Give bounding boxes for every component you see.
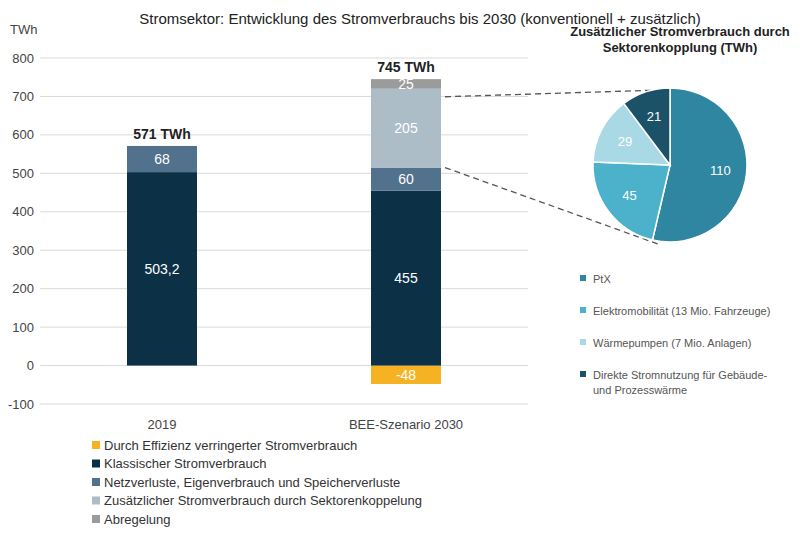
pie-legend: PtX Elektromobilität (13 Mio. Fahrzeuge) W… [580, 273, 770, 396]
data-label: 455 [394, 270, 418, 286]
grid-line [40, 288, 528, 289]
y-axis-label: TWh [10, 22, 37, 37]
grid [40, 58, 528, 404]
data-label: 29 [618, 134, 632, 149]
legend-label: Zusätzlicher Stromverbrauch durch Sektor… [104, 493, 422, 508]
legend-swatch [92, 460, 100, 468]
data-label: -48 [396, 367, 416, 383]
bar-segment [371, 168, 441, 191]
y-tick-label: 400 [12, 204, 34, 219]
data-label: 110 [710, 163, 731, 178]
connector [445, 90, 660, 97]
legend-label: Durch Effizienz verringerter Stromverbra… [104, 438, 357, 453]
y-tick-label: 700 [12, 89, 34, 104]
total-annotation: 745 TWh [377, 59, 435, 75]
data-label: 45 [622, 188, 636, 203]
legend-swatch [92, 441, 100, 449]
x-tick-label: 2019 [148, 417, 177, 432]
legend-label: PtX [593, 273, 611, 285]
y-tick-label: -100 [8, 397, 34, 412]
y-tick-label: 600 [12, 127, 34, 142]
grid-line [40, 173, 528, 174]
x-tick-label: BEE-Szenario 2030 [349, 417, 463, 432]
bar-segment [127, 146, 197, 172]
legend: Durch Effizienz verringerter Stromverbra… [92, 438, 422, 527]
pie-slice [624, 88, 670, 165]
legend-swatch [580, 339, 586, 345]
bar-labels: 503,2 68 -48 455 60 205 25 [144, 76, 417, 383]
bar-segment [371, 191, 441, 366]
data-label: 68 [154, 151, 170, 167]
legend-label: Netzverluste, Eigenverbrauch und Speiche… [104, 475, 400, 490]
legend-label: Wärmepumpen (7 Mio. Anlagen) [593, 337, 751, 349]
y-tick-label: 100 [12, 320, 34, 335]
legend-swatch [92, 515, 100, 523]
y-tick-label: 300 [12, 243, 34, 258]
grid-line [40, 58, 528, 59]
data-label: 205 [394, 120, 418, 136]
y-tick-label: 500 [12, 166, 34, 181]
legend-label: Klassischer Stromverbrauch [104, 456, 267, 471]
bar-segment [371, 366, 441, 384]
pie-slice [593, 162, 670, 240]
data-label: 503,2 [144, 261, 179, 277]
data-label: 60 [398, 171, 414, 187]
legend-swatch [92, 478, 100, 486]
legend-label: Abregelung [104, 512, 171, 527]
legend-swatch [580, 275, 586, 281]
chart-root: Stromsektor: Entwicklung des Stromverbra… [0, 0, 800, 535]
data-label: 25 [398, 76, 414, 92]
legend-label: Elektromobilität (13 Mio. Fahrzeuge) [593, 305, 770, 317]
data-label: 21 [647, 109, 661, 124]
pie-title: Zusätzlicher Stromverbrauch durchSektore… [570, 24, 790, 55]
bar-segment [127, 172, 197, 365]
y-tick-label: 800 [12, 51, 34, 66]
grid-line [40, 404, 528, 405]
grid-line [40, 211, 528, 212]
bar-segment [371, 89, 441, 168]
y-tick-label: 0 [27, 358, 34, 373]
grid-line [40, 327, 528, 328]
legend-swatch [580, 307, 586, 313]
grid-line [40, 134, 528, 135]
legend-swatch [92, 497, 100, 505]
grid-line [40, 96, 528, 97]
total-annotation: 571 TWh [133, 126, 191, 142]
grid-line [40, 365, 528, 366]
pie: 110 45 29 21 [593, 88, 747, 242]
legend-label: Direkte Stromnutzung für Gebäude-und Pro… [593, 369, 768, 396]
bars [127, 79, 441, 384]
grid-line [40, 250, 528, 251]
y-tick-label: 200 [12, 281, 34, 296]
legend-swatch [580, 371, 586, 377]
